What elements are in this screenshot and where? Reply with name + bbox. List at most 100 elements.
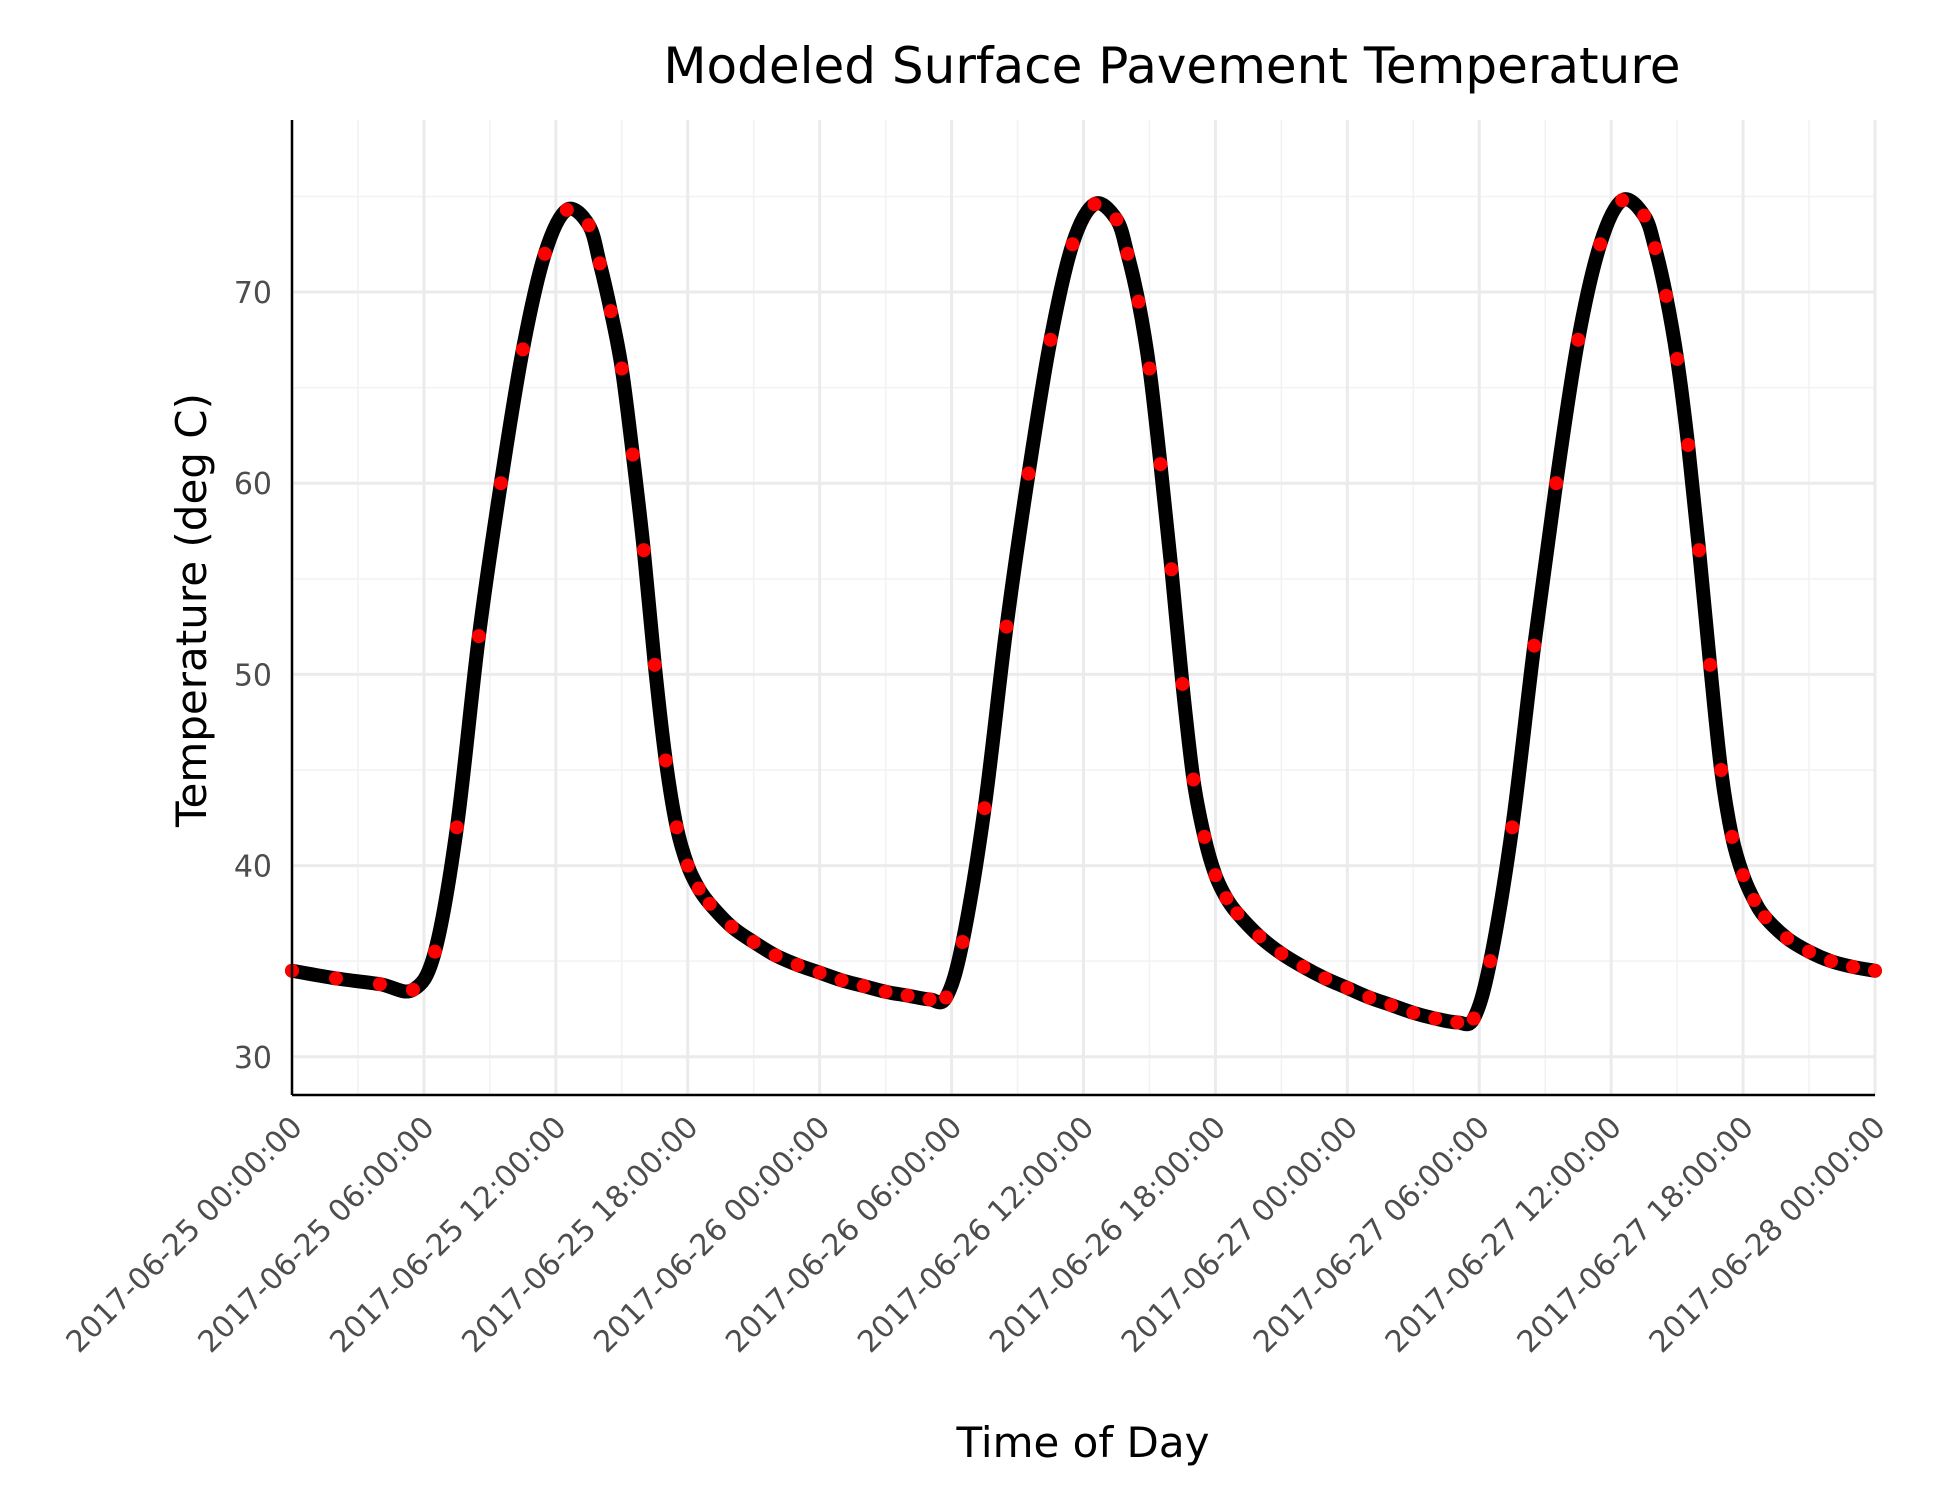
data-point bbox=[1593, 237, 1608, 252]
data-point bbox=[1780, 931, 1795, 946]
y-axis-title: Temperature (deg C) bbox=[167, 393, 216, 828]
data-point bbox=[1714, 763, 1729, 777]
data-point bbox=[1021, 466, 1036, 481]
data-point bbox=[1725, 829, 1740, 844]
data-point bbox=[405, 982, 420, 997]
data-point bbox=[1549, 476, 1564, 491]
data-point bbox=[1164, 562, 1179, 577]
data-point bbox=[680, 858, 695, 873]
x-tick-label: 2017-06-26 18:00:00 bbox=[983, 1110, 1233, 1360]
data-point bbox=[1186, 772, 1201, 787]
data-point bbox=[691, 881, 706, 896]
data-point bbox=[1087, 197, 1102, 212]
data-point bbox=[559, 202, 574, 217]
y-tick-label: 50 bbox=[234, 658, 272, 693]
data-point bbox=[1571, 332, 1586, 347]
data-point bbox=[493, 476, 508, 491]
data-point bbox=[603, 304, 618, 319]
data-point bbox=[1340, 980, 1355, 995]
x-tick-label: 2017-06-25 06:00:00 bbox=[192, 1110, 442, 1360]
gridlines bbox=[290, 120, 1877, 1095]
data-point bbox=[1043, 332, 1058, 347]
data-point bbox=[724, 919, 739, 934]
y-axis-ticks: 30 40 50 60 70 bbox=[234, 276, 272, 1076]
data-point bbox=[955, 935, 970, 950]
data-point bbox=[1219, 891, 1234, 906]
data-point bbox=[1648, 241, 1663, 256]
data-point bbox=[1670, 351, 1685, 366]
y-tick-label: 40 bbox=[234, 850, 272, 885]
data-point bbox=[922, 992, 937, 1007]
data-point bbox=[1142, 361, 1157, 376]
x-axis-title: Time of Day bbox=[956, 1418, 1210, 1467]
data-point bbox=[1483, 954, 1498, 969]
y-tick-label: 60 bbox=[234, 467, 272, 502]
chart-title: Modeled Surface Pavement Temperature bbox=[663, 37, 1680, 95]
x-tick-label: 2017-06-26 00:00:00 bbox=[587, 1110, 837, 1360]
data-point bbox=[328, 971, 343, 986]
data-point bbox=[592, 256, 607, 271]
data-point bbox=[1065, 237, 1080, 252]
data-point bbox=[1802, 944, 1817, 959]
data-point bbox=[614, 361, 629, 376]
data-point bbox=[878, 984, 893, 999]
data-point bbox=[625, 447, 640, 462]
data-point bbox=[1868, 963, 1882, 978]
x-tick-label: 2017-06-27 18:00:00 bbox=[1511, 1110, 1761, 1360]
data-point bbox=[1846, 959, 1861, 974]
data-point bbox=[372, 977, 387, 992]
data-point bbox=[1109, 212, 1124, 227]
data-point bbox=[1175, 676, 1190, 691]
data-point bbox=[1120, 246, 1135, 261]
data-point bbox=[1703, 657, 1718, 672]
x-tick-label: 2017-06-27 06:00:00 bbox=[1247, 1110, 1497, 1360]
data-point bbox=[1208, 868, 1223, 883]
x-tick-label: 2017-06-28 00:00:00 bbox=[1643, 1110, 1893, 1360]
data-point bbox=[1824, 954, 1839, 969]
series-layer bbox=[285, 192, 1882, 1032]
data-point bbox=[449, 820, 464, 835]
data-point bbox=[647, 657, 662, 672]
data-point bbox=[1362, 990, 1377, 1005]
data-point bbox=[702, 896, 717, 911]
data-point bbox=[999, 619, 1014, 634]
data-point bbox=[1384, 998, 1399, 1013]
data-point bbox=[1153, 457, 1168, 472]
data-point bbox=[658, 753, 673, 768]
data-point bbox=[1692, 543, 1707, 558]
data-point bbox=[669, 820, 684, 835]
x-tick-label: 2017-06-26 12:00:00 bbox=[851, 1110, 1101, 1360]
data-point bbox=[834, 973, 849, 988]
x-tick-label: 2017-06-26 06:00:00 bbox=[719, 1110, 969, 1360]
data-point bbox=[537, 246, 552, 261]
data-point bbox=[471, 629, 486, 644]
data-point bbox=[1450, 1015, 1465, 1030]
data-point bbox=[1637, 208, 1652, 223]
data-point bbox=[1428, 1011, 1443, 1026]
data-point bbox=[939, 990, 954, 1005]
data-point bbox=[581, 218, 596, 233]
data-point bbox=[1681, 438, 1696, 452]
data-point bbox=[856, 979, 871, 994]
data-point bbox=[1736, 868, 1751, 883]
data-point bbox=[977, 801, 992, 816]
data-point bbox=[515, 342, 530, 357]
data-point bbox=[1230, 906, 1245, 921]
data-point bbox=[1296, 959, 1311, 974]
data-point bbox=[1197, 829, 1212, 844]
data-point bbox=[812, 965, 827, 980]
data-point bbox=[427, 944, 442, 959]
data-point bbox=[900, 988, 915, 1003]
data-point bbox=[636, 543, 651, 558]
x-tick-label: 2017-06-27 00:00:00 bbox=[1115, 1110, 1365, 1360]
data-point bbox=[1274, 946, 1289, 961]
data-point bbox=[1659, 288, 1674, 303]
x-tick-label: 2017-06-25 18:00:00 bbox=[455, 1110, 705, 1360]
data-point bbox=[1527, 638, 1542, 653]
data-point bbox=[746, 935, 761, 950]
y-tick-label: 30 bbox=[234, 1041, 272, 1076]
data-point bbox=[790, 958, 805, 972]
data-point bbox=[1505, 820, 1520, 835]
